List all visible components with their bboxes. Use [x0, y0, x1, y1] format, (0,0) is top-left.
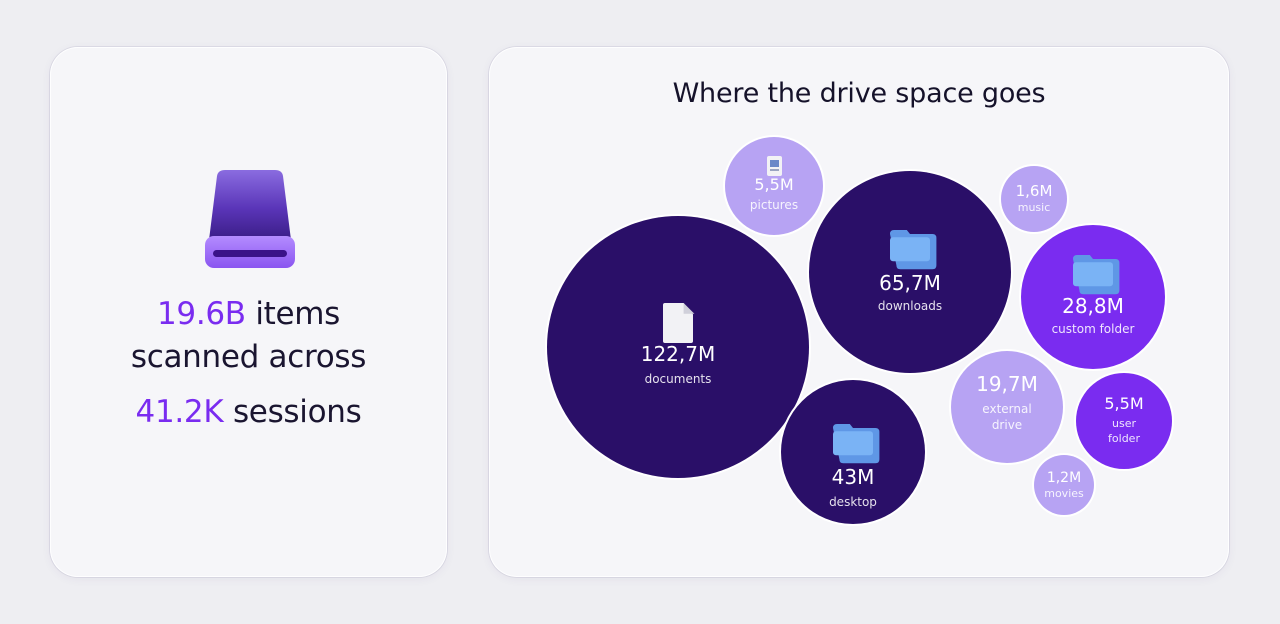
scanned-text: scanned across [130, 339, 367, 375]
items-suffix: items [255, 296, 341, 332]
bubble-label: user [1112, 417, 1136, 430]
bubble-downloads[interactable]: 65,7M downloads [807, 169, 1013, 375]
bubble-circle [951, 351, 1063, 463]
bubble-label: desktop [829, 495, 877, 509]
sessions-stat: 41.2K sessions [50, 394, 447, 430]
bubble-pictures[interactable]: 5,5M pictures [723, 135, 825, 237]
bubble-label: external [982, 402, 1031, 416]
summary-card [50, 47, 447, 577]
bubble-user-folder[interactable]: 5,5M user folder [1074, 371, 1174, 471]
bubble-value: 1,2M [1047, 470, 1081, 486]
bubble-value: 28,8M [1062, 294, 1124, 318]
sessions-value: 41.2K [135, 394, 224, 430]
bubble-label: music [1018, 201, 1051, 214]
bubble-value: 19,7M [976, 372, 1038, 396]
bubble-circle [809, 171, 1011, 373]
bubble-circle [1021, 225, 1165, 369]
bubble-label: custom folder [1052, 322, 1135, 336]
bubble-circle [547, 216, 809, 478]
bubble-label: drive [992, 418, 1022, 432]
bubble-label: pictures [750, 198, 798, 212]
bubble-value: 5,5M [754, 175, 793, 194]
folder-icon [890, 230, 937, 270]
bubble-label: folder [1108, 432, 1140, 445]
items-stat: 19.6B items [50, 296, 447, 332]
bubble-value: 65,7M [879, 271, 941, 295]
bubble-label: documents [645, 372, 712, 386]
bubble-value: 43M [832, 465, 875, 489]
bubble-desktop[interactable]: 43M desktop [779, 378, 927, 526]
bubble-external-drive[interactable]: 19,7M external drive [949, 349, 1065, 465]
bubble-circle [1001, 166, 1067, 232]
bubble-label: downloads [878, 299, 942, 313]
sessions-suffix: sessions [232, 394, 362, 430]
bubble-value: 5,5M [1104, 394, 1143, 413]
bubble-label: movies [1044, 487, 1084, 500]
folder-icon [833, 424, 880, 464]
bubble-circle [1076, 373, 1172, 469]
items-value: 19.6B [156, 296, 246, 332]
bubble-circle [1034, 455, 1094, 515]
document-icon [663, 303, 695, 343]
drive-icon [205, 170, 295, 268]
bubble-value: 1,6M [1016, 182, 1053, 200]
chart-title: Where the drive space goes [672, 78, 1046, 109]
bubble-documents[interactable]: 122,7M documents [545, 214, 811, 480]
folder-icon [1073, 255, 1120, 295]
bubble-circle [725, 137, 823, 235]
image-file-icon [767, 156, 782, 176]
bubble-custom-folder[interactable]: 28,8M custom folder [1019, 223, 1167, 371]
bubble-value: 122,7M [641, 342, 716, 366]
